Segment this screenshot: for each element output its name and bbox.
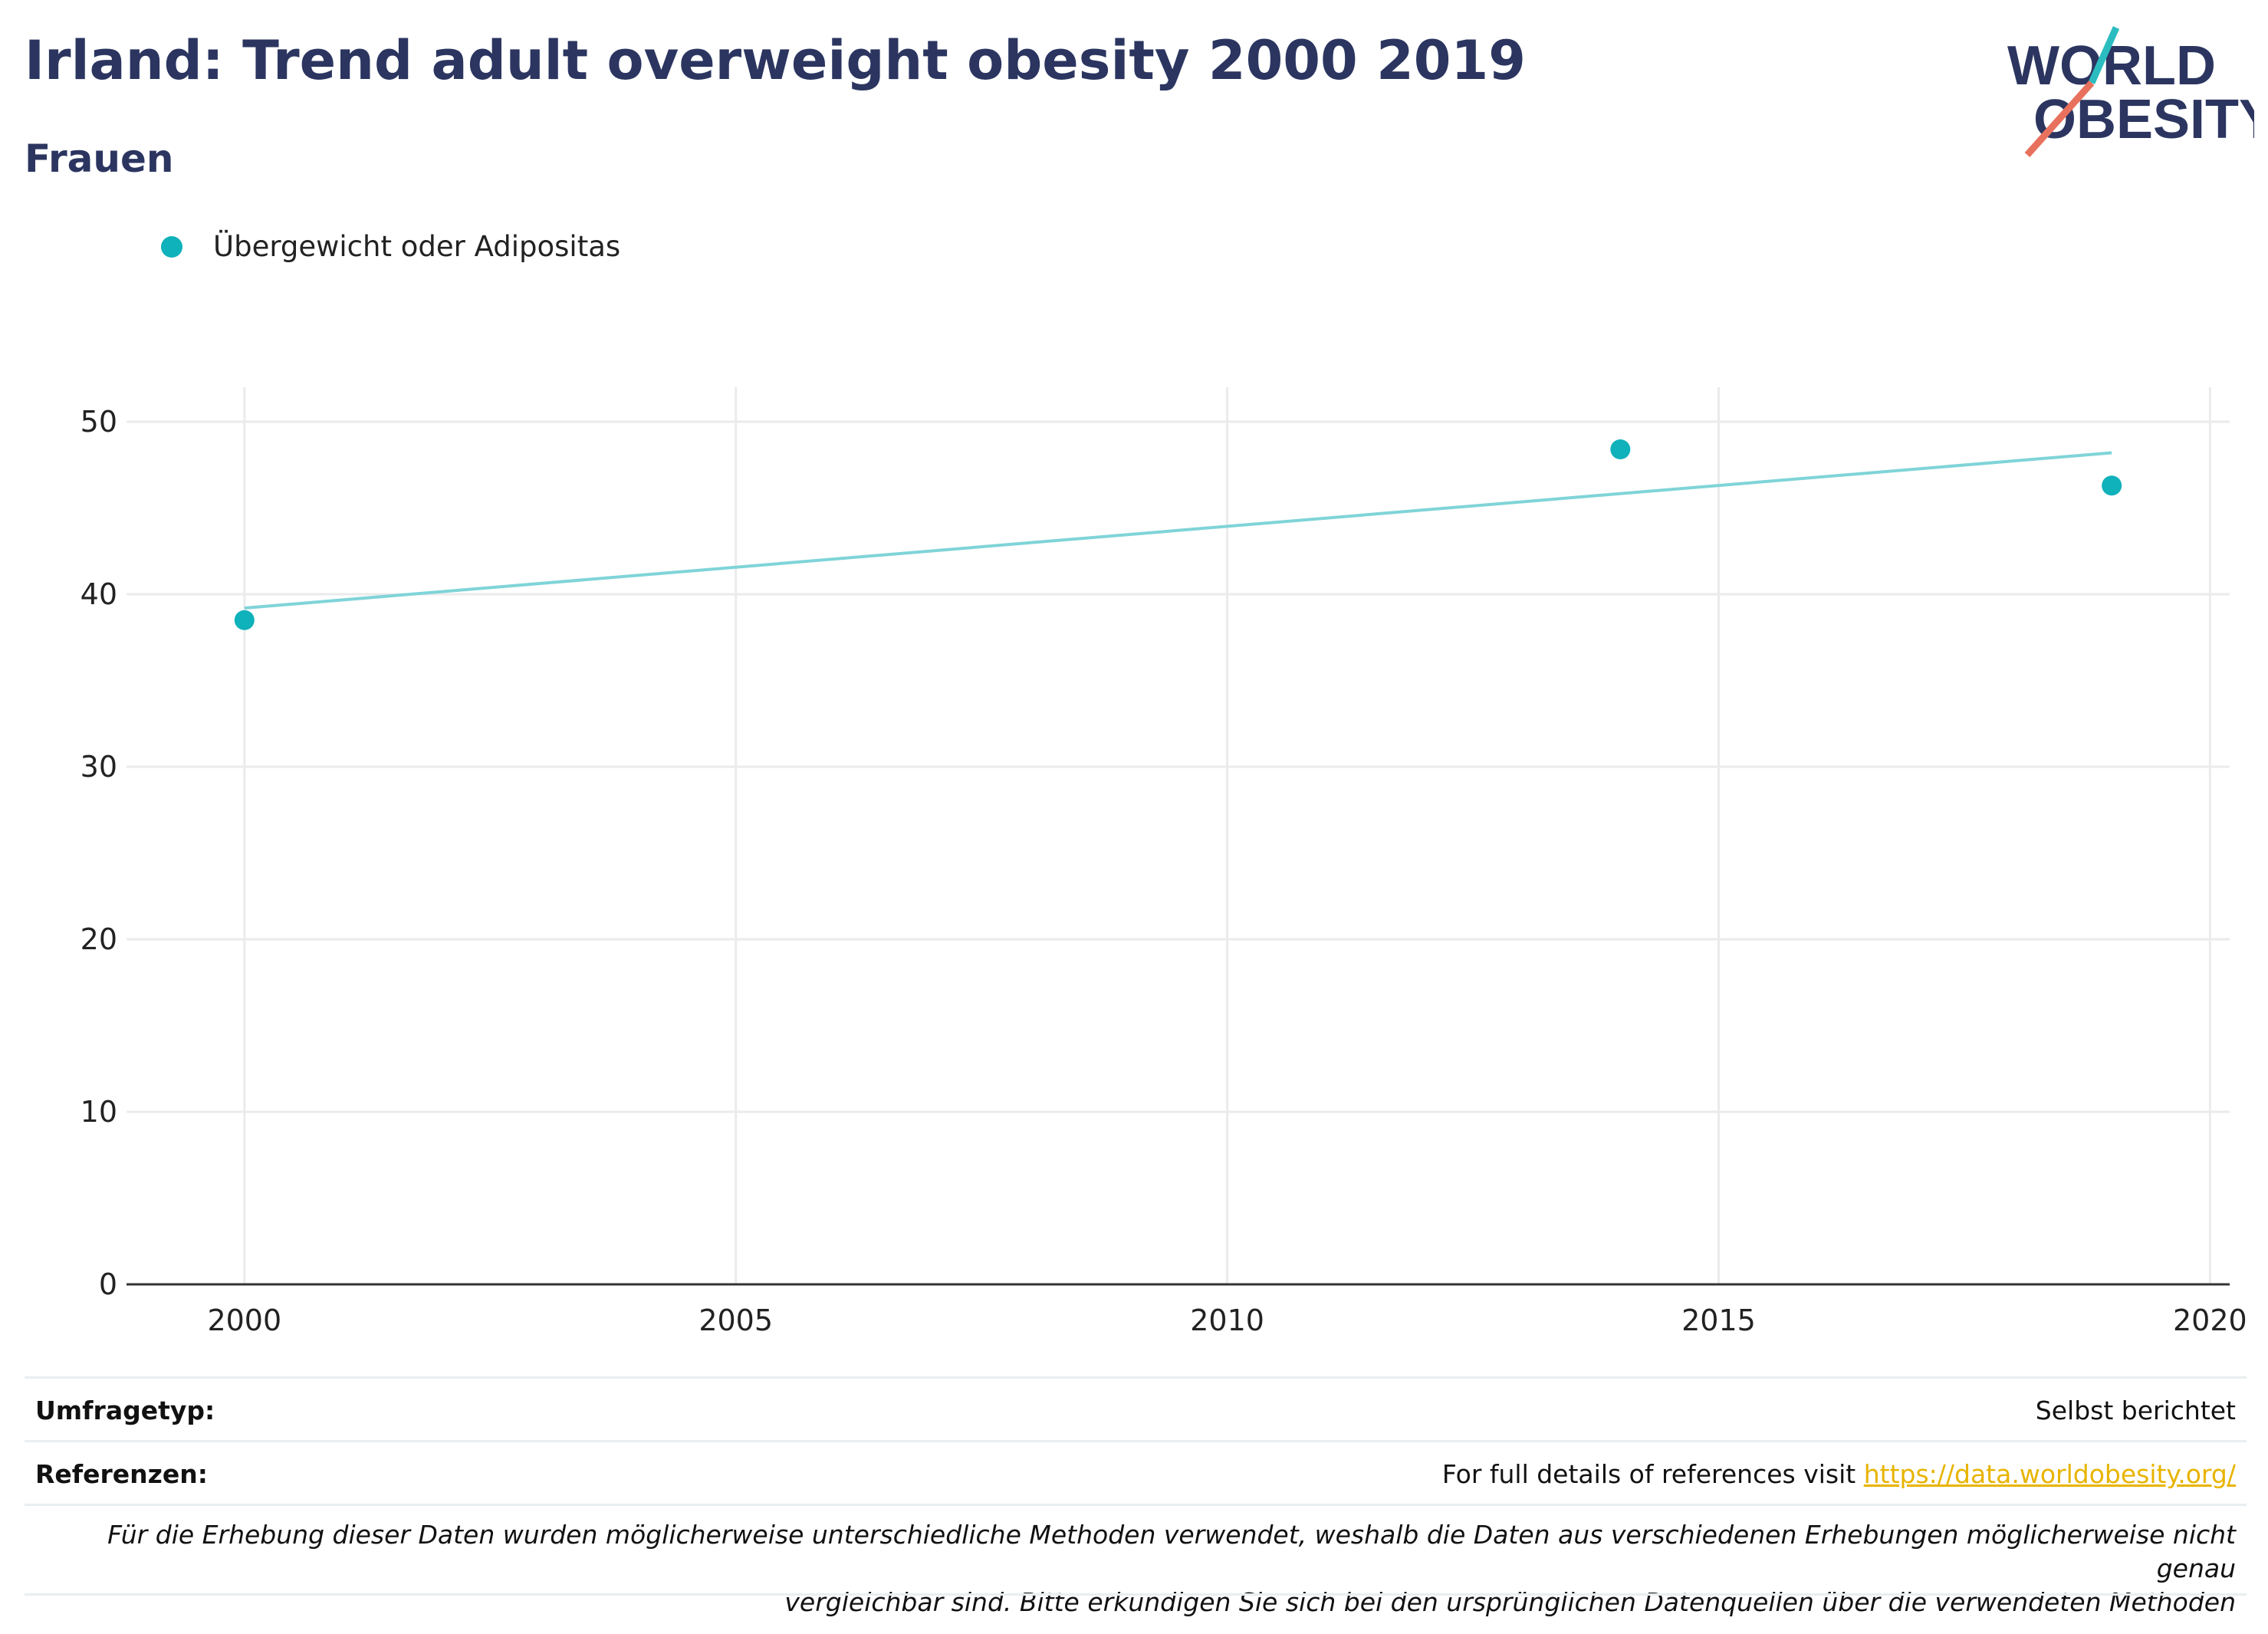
x-tick-label: 2010: [1190, 1304, 1264, 1337]
scatter-chart: 0 10 20 30 40 50 2000 2005 2010 2015 2020: [81, 387, 2247, 1337]
legend-label: Übergewicht oder Adipositas: [213, 230, 621, 263]
survey-type-value: Selbst berichtet: [2035, 1396, 2236, 1425]
footnote-line-1: Für die Erhebung dieser Daten wurden mög…: [107, 1520, 2236, 1583]
trend-line: [244, 451, 2112, 610]
page-subtitle: Frauen: [25, 136, 174, 181]
data-point: [234, 610, 255, 630]
y-tick-label: 10: [81, 1095, 117, 1129]
footnote-line-2: vergleichbar sind. Bitte erkundigen Sie …: [784, 1587, 2236, 1617]
y-tick-label: 20: [81, 922, 117, 956]
y-tick-label: 50: [81, 405, 117, 439]
world-obesity-logo: WORLD OBESITY: [2007, 26, 2254, 157]
references-label: Referenzen:: [35, 1459, 208, 1489]
x-tick-label: 2000: [207, 1304, 281, 1337]
methodology-footnote: Für die Erhebung dieser Daten wurden mög…: [25, 1518, 2236, 1619]
page-title: Irland: Trend adult overweight obesity 2…: [25, 29, 1526, 92]
x-tick-label: 2020: [2173, 1304, 2247, 1337]
y-tick-label: 30: [81, 750, 117, 784]
legend-marker: [161, 235, 182, 258]
logo-slash-top: [2088, 26, 2120, 84]
x-tick-label: 2005: [698, 1304, 773, 1337]
survey-type-row: Umfragetyp: Selbst berichtet: [25, 1376, 2247, 1442]
x-tick-label: 2015: [1681, 1304, 1756, 1337]
references-value: For full details of references visit htt…: [1442, 1459, 2236, 1489]
chart-legend[interactable]: Übergewicht oder Adipositas: [161, 230, 620, 263]
y-tick-label: 40: [81, 577, 117, 611]
references-link[interactable]: https://data.worldobesity.org/: [1863, 1459, 2236, 1489]
y-tick-label: 0: [99, 1267, 117, 1301]
data-point: [1610, 439, 1631, 459]
logo-slash-bottom: [2024, 81, 2095, 157]
survey-type-label: Umfragetyp:: [35, 1396, 215, 1425]
references-row: Referenzen: For full details of referenc…: [25, 1440, 2247, 1505]
bottom-divider: [25, 1593, 2247, 1596]
footnote-divider: [25, 1504, 2247, 1506]
references-text: For full details of references visit: [1441, 1459, 1864, 1489]
data-point: [2102, 475, 2122, 496]
logo-line2: OBESITY: [2033, 89, 2254, 150]
